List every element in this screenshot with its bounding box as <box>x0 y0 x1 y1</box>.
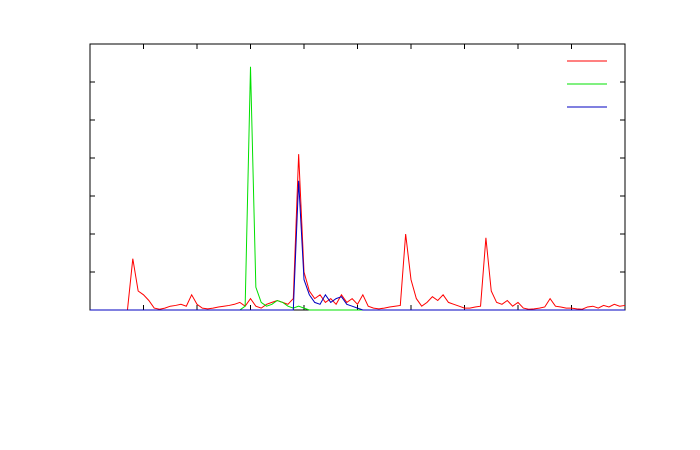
series-line <box>90 180 625 311</box>
series-line <box>90 154 626 311</box>
